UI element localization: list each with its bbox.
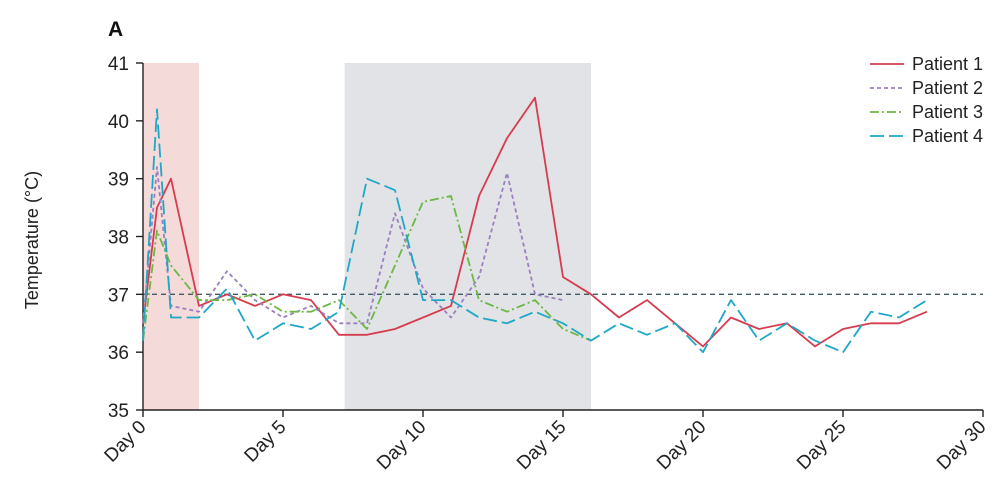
- legend-entry-label: Patient 4: [912, 126, 983, 146]
- series-line-patient-3: [142, 195, 592, 342]
- panel-label: A: [108, 18, 123, 41]
- legend-entry-label: Patient 3: [912, 102, 983, 122]
- x-tick-label: Day 10: [373, 417, 430, 474]
- y-tick-label: 39: [108, 170, 129, 191]
- x-tick-label: Day 15: [513, 417, 570, 474]
- legend: Patient 1 Patient 2 Patient 3 Patient 4: [870, 54, 983, 146]
- x-tick-label: Day 0: [101, 417, 151, 467]
- x-tick-label: Day 25: [793, 417, 850, 474]
- y-tick-label: 40: [108, 112, 129, 133]
- y-tick-label: 38: [108, 228, 129, 249]
- series-line-patient-2: [142, 166, 564, 325]
- x-tick-label: Day 30: [933, 417, 990, 474]
- series-lines: [142, 96, 928, 354]
- legend-entry-label: Patient 2: [912, 78, 983, 98]
- y-tick-label: 35: [108, 401, 129, 422]
- y-tick-label: 36: [108, 343, 129, 364]
- series-line-patient-1: [142, 96, 928, 348]
- y-tick-label: 37: [108, 285, 129, 306]
- legend-entry-label: Patient 1: [912, 54, 983, 74]
- series-line-patient-4: [142, 108, 928, 354]
- shaded-region-1: [143, 63, 199, 410]
- x-tick-label: Day 5: [241, 417, 291, 467]
- x-tick-label: Day 20: [653, 417, 710, 474]
- y-axis-label: Temperature (°C): [22, 171, 42, 309]
- y-tick-label: 41: [108, 54, 129, 75]
